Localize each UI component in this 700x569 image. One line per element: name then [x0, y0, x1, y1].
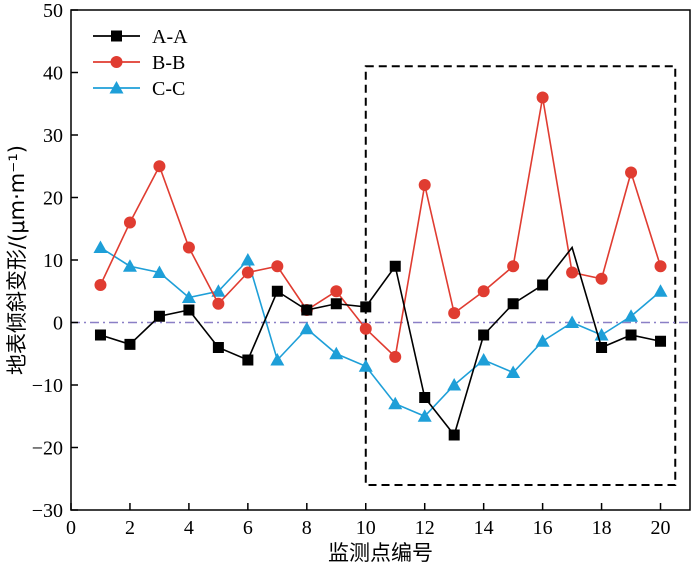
legend-entry: C-C	[152, 78, 185, 100]
data-point	[329, 346, 344, 360]
data-point	[330, 298, 342, 310]
data-point	[653, 284, 668, 297]
data-point	[388, 396, 403, 410]
data-point	[94, 279, 107, 291]
data-point	[301, 304, 313, 316]
series-A-A	[94, 245, 667, 441]
series-line-B-B	[99, 97, 662, 359]
data-point	[624, 309, 639, 322]
data-point	[124, 338, 136, 350]
x-axis-title: 监测点编号	[328, 541, 433, 565]
legend-marker	[109, 81, 124, 94]
y-tick-label: 30	[43, 125, 63, 147]
y-axis-title: 地表倾斜变形/(μm·m⁻¹)	[5, 145, 29, 375]
data-point	[153, 310, 165, 322]
data-point	[212, 297, 225, 310]
y-tick-label: −10	[32, 375, 63, 397]
x-tick-label: 0	[66, 517, 76, 539]
data-point	[241, 266, 254, 279]
data-point	[183, 304, 195, 316]
data-point	[566, 266, 579, 279]
data-point	[330, 285, 343, 298]
series-C-C	[93, 240, 668, 422]
data-point	[360, 301, 372, 313]
data-point	[152, 265, 167, 278]
x-tick-label: 6	[243, 517, 253, 539]
y-tick-label: −20	[32, 438, 63, 460]
data-point	[447, 378, 462, 391]
legend-marker	[110, 56, 123, 68]
data-point	[358, 359, 373, 372]
data-point	[506, 365, 521, 378]
data-point	[240, 253, 255, 266]
legend-entry: A-A	[152, 26, 188, 48]
data-point	[153, 160, 166, 173]
data-point	[625, 166, 638, 179]
data-point	[94, 329, 106, 341]
legend: A-A B-B C-C	[93, 26, 188, 100]
data-point	[507, 260, 520, 273]
data-point	[389, 260, 401, 272]
data-point	[537, 279, 549, 291]
data-point	[476, 353, 491, 366]
highlight-box-layer	[364, 65, 677, 486]
data-point	[93, 240, 108, 253]
data-point	[535, 334, 550, 347]
y-tick-label: −30	[32, 500, 63, 522]
x-tick-label: 2	[125, 517, 135, 539]
y-tick-label: 10	[43, 250, 63, 272]
data-point	[123, 216, 136, 229]
data-point	[596, 342, 608, 353]
y-tick-label: 0	[53, 313, 63, 335]
legend-marker	[111, 30, 122, 42]
x-tick-label: 18	[592, 517, 612, 539]
data-point	[359, 322, 372, 335]
data-point	[211, 284, 226, 297]
data-point	[299, 321, 314, 335]
data-point	[182, 241, 195, 254]
series-B-B	[94, 91, 667, 363]
legend-entry: B-B	[152, 52, 185, 74]
data-point	[271, 285, 283, 297]
series-layer	[93, 91, 668, 441]
data-point	[417, 409, 432, 422]
data-point	[448, 429, 460, 441]
data-point	[212, 342, 224, 353]
axes: 0 2 4 6 8 10 12 14 16 18 20 −30 −20 −10 0 10 20 30 40 50	[32, 0, 691, 539]
data-point	[419, 392, 431, 403]
x-tick-label: 20	[651, 517, 671, 539]
x-tick-label: 8	[302, 517, 312, 539]
series-line-A-A	[100, 245, 661, 437]
x-tick-label: 16	[533, 517, 553, 539]
x-tick-label: 4	[184, 517, 194, 539]
y-tick-label: 20	[43, 188, 63, 210]
y-tick-label: 50	[43, 0, 63, 22]
data-point	[181, 290, 196, 303]
data-point	[625, 329, 637, 341]
data-point	[478, 329, 490, 341]
data-point	[654, 260, 667, 273]
highlight-box	[364, 65, 677, 486]
data-point	[448, 307, 461, 320]
data-point	[242, 354, 254, 366]
data-point	[477, 285, 490, 298]
data-point	[389, 350, 402, 363]
data-point	[507, 298, 519, 310]
data-point	[655, 335, 667, 347]
data-point	[595, 272, 608, 285]
data-point	[270, 353, 285, 366]
y-tick-label: 40	[43, 63, 63, 85]
data-point	[536, 91, 549, 104]
data-point	[271, 260, 284, 273]
data-point	[565, 315, 580, 328]
data-point	[418, 179, 431, 191]
x-tick-label: 14	[474, 517, 494, 539]
x-tick-label: 12	[415, 517, 435, 539]
x-tick-label: 10	[356, 517, 376, 539]
data-point	[122, 259, 137, 272]
